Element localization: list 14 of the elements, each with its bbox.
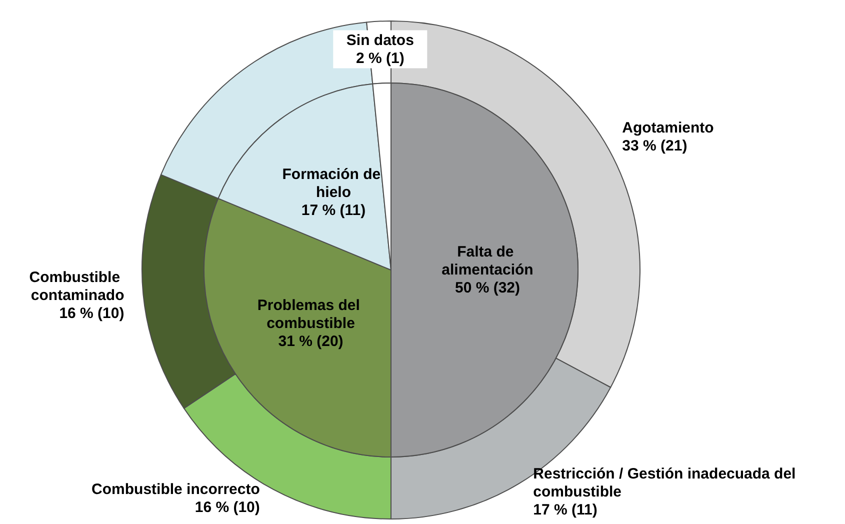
slice-label: Combustible contaminado xyxy=(29,268,124,304)
slice-label: Formación de hielo xyxy=(282,166,385,201)
slice-label: Combustible incorrecto xyxy=(92,480,260,498)
data-label: 33 % (21) xyxy=(622,137,688,154)
data-label: 17 % (11) xyxy=(301,202,366,219)
slice-label: Problemas del combustible xyxy=(257,297,364,332)
data-label: 50 % (32) xyxy=(454,280,520,296)
slice-label: Agotamiento xyxy=(622,119,714,136)
slice-label: Falta de alimentación xyxy=(442,244,534,278)
slice-label: Restricción / Gestión inadecuada del combustible xyxy=(533,466,800,501)
data-label: 16 % (10) xyxy=(194,498,260,516)
data-label: 31 % (20) xyxy=(278,333,344,350)
data-label: 17 % (11) xyxy=(533,502,598,519)
data-label: 16 % (10) xyxy=(59,304,124,322)
